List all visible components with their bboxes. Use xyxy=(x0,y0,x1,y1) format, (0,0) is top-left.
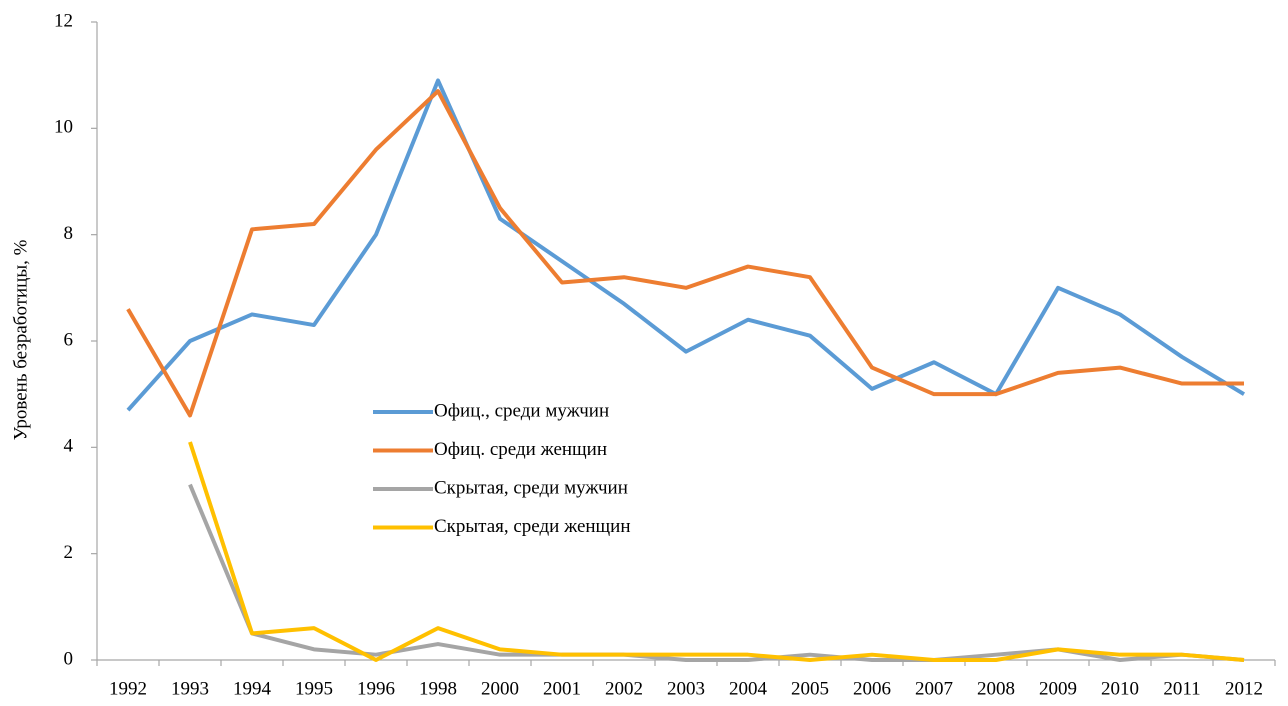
y-tick-label: 6 xyxy=(64,329,74,350)
x-tick-label: 2008 xyxy=(977,678,1015,699)
legend-label: Скрытая, среди женщин xyxy=(434,516,631,537)
x-tick-label: 2007 xyxy=(915,678,953,699)
x-tick-label: 2012 xyxy=(1225,678,1263,699)
series-line xyxy=(126,89,1244,418)
x-tick-label: 2003 xyxy=(667,678,705,699)
series-line xyxy=(188,483,1245,662)
y-tick-label: 10 xyxy=(54,117,73,138)
y-tick-label: 0 xyxy=(64,648,74,669)
legend-label: Офиц., среди мужчин xyxy=(434,400,609,421)
y-tick-label: 12 xyxy=(54,10,73,31)
y-axis-title: Уровень безработицы, % xyxy=(10,239,31,440)
x-tick-label: 1998 xyxy=(419,678,457,699)
y-tick-label: 8 xyxy=(64,223,74,244)
legend-label: Скрытая, среди мужчин xyxy=(434,477,628,498)
x-tick-label: 2006 xyxy=(853,678,891,699)
x-tick-label: 1996 xyxy=(357,678,395,699)
x-tick-label: 2004 xyxy=(729,678,768,699)
series-line xyxy=(188,441,1245,662)
y-tick-label: 4 xyxy=(64,436,74,457)
y-tick-label: 2 xyxy=(64,542,74,563)
x-tick-label: 1993 xyxy=(171,678,209,699)
x-tick-label: 2011 xyxy=(1163,678,1200,699)
x-tick-label: 2002 xyxy=(605,678,643,699)
x-tick-label: 2001 xyxy=(543,678,581,699)
x-tick-label: 2009 xyxy=(1039,678,1077,699)
legend-label: Офиц. среди женщин xyxy=(434,439,607,460)
x-tick-label: 1995 xyxy=(295,678,333,699)
x-tick-label: 1992 xyxy=(109,678,147,699)
x-tick-label: 2010 xyxy=(1101,678,1139,699)
x-tick-label: 2000 xyxy=(481,678,519,699)
series-line xyxy=(126,78,1246,412)
x-tick-label: 1994 xyxy=(233,678,272,699)
x-tick-label: 2005 xyxy=(791,678,829,699)
